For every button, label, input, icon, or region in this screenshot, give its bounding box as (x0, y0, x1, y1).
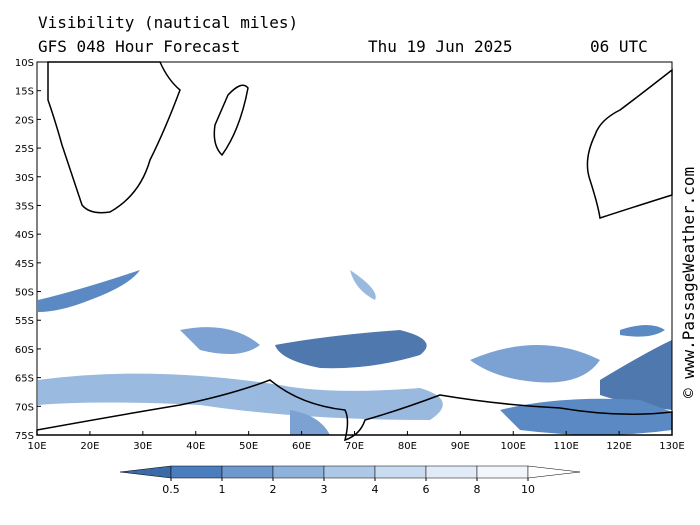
lon-label: 20E (80, 441, 99, 452)
lat-label: 40S (15, 230, 34, 241)
lat-label: 65S (15, 374, 34, 385)
axes: 10S 15S 20S 25S 30S 35S 40S 45S 50S 55S 60S 65S 70S 7… (15, 58, 685, 452)
lon-label: 120E (606, 441, 631, 452)
legend-swatch (374, 465, 427, 479)
lat-label: 70S (15, 402, 34, 413)
lat-label: 45S (15, 259, 34, 270)
legend-arrow (119, 465, 172, 479)
low-visibility-areas (38, 270, 672, 435)
lat-label: 15S (15, 87, 34, 98)
lon-label: 130E (659, 441, 684, 452)
subtitle: GFS 048 Hour Forecast (38, 37, 240, 56)
map (36, 61, 673, 442)
lon-label: 100E (501, 441, 526, 452)
legend-label: 8 (474, 483, 481, 496)
legend-arrow (527, 465, 581, 479)
lon-label: 50E (239, 441, 258, 452)
legend-label: 10 (521, 483, 535, 496)
legend-swatch (221, 465, 274, 479)
legend-swatch (170, 465, 223, 479)
credit: © www.PassageWeather.com (679, 167, 698, 398)
legend-label: 6 (423, 483, 430, 496)
legend-label: 1 (219, 483, 226, 496)
lat-label: 50S (15, 288, 34, 299)
lon-label: 10E (27, 441, 46, 452)
legend-swatch (323, 465, 376, 479)
lon-label: 80E (398, 441, 417, 452)
coastlines (36, 61, 673, 442)
legend-swatch (272, 465, 325, 479)
lat-label: 35S (15, 201, 34, 212)
legend-label: 3 (321, 483, 328, 496)
title: Visibility (nautical miles) (38, 13, 298, 32)
lat-label: 30S (15, 173, 34, 184)
lon-label: 110E (553, 441, 578, 452)
lat-label: 25S (15, 144, 34, 155)
legend-label: 0.5 (162, 483, 180, 496)
lat-label: 75S (15, 431, 34, 442)
legend-swatch (476, 465, 529, 479)
lat-label: 60S (15, 345, 34, 356)
date: Thu 19 Jun 2025 (368, 37, 513, 56)
legend-swatch (425, 465, 478, 479)
lat-label: 20S (15, 115, 34, 126)
lon-label: 60E (292, 441, 311, 452)
time: 06 UTC (590, 37, 648, 56)
legend: 0.5 1 2 3 4 6 8 10 (119, 465, 581, 496)
lon-label: 30E (133, 441, 152, 452)
legend-label: 2 (270, 483, 277, 496)
lat-label: 55S (15, 316, 34, 327)
legend-label: 4 (372, 483, 379, 496)
lon-label: 90E (451, 441, 470, 452)
lon-label: 70E (345, 441, 364, 452)
lat-label: 10S (15, 58, 34, 69)
lon-label: 40E (186, 441, 205, 452)
